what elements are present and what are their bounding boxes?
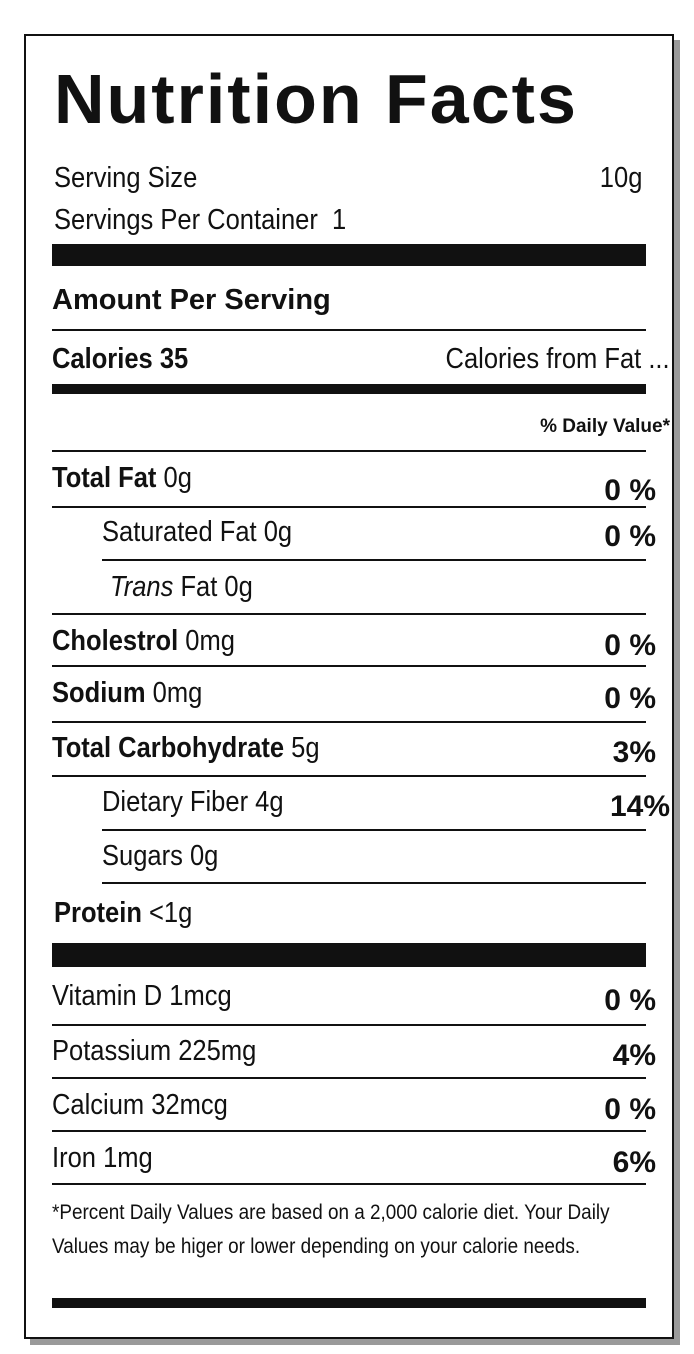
calcium: Calcium 32mcg [52, 1089, 228, 1121]
iron: Iron 1mg [52, 1142, 153, 1174]
nutrient-cholesterol: Cholestrol 0mg [52, 625, 235, 657]
calories-row: Calories 35 [52, 343, 189, 375]
divider [52, 1077, 646, 1079]
serving-size-value: 10g [599, 162, 642, 194]
dv-total-carbohydrate: 3% [612, 736, 656, 769]
potassium: Potassium 225mg [52, 1035, 257, 1067]
dv-cholesterol: 0 % [604, 629, 656, 662]
thick-divider [52, 244, 646, 266]
divider [52, 775, 646, 777]
dv-dietary-fiber: 14% [609, 790, 670, 823]
divider [102, 559, 646, 561]
nutrition-label: Nutrition Facts Serving Size 10g Serving… [24, 34, 674, 1339]
nutrient-dietary-fiber: Dietary Fiber 4g [102, 786, 284, 818]
divider [52, 613, 646, 615]
divider [52, 1024, 646, 1026]
divider [102, 882, 646, 884]
label-title: Nutrition Facts [54, 60, 578, 138]
nutrient-sodium: Sodium 0mg [52, 677, 203, 709]
medium-divider [52, 384, 646, 394]
divider [52, 1130, 646, 1132]
amount-per-serving: Amount Per Serving [52, 284, 331, 316]
divider [52, 721, 646, 723]
serving-size-label: Serving Size [54, 162, 198, 194]
nutrient-total-carbohydrate: Total Carbohydrate 5g [52, 732, 320, 764]
dv-vitamin-d: 0 % [604, 984, 656, 1017]
dv-total-fat: 0 % [604, 474, 656, 507]
footnote: *Percent Daily Values are based on a 2,0… [52, 1201, 610, 1258]
nutrient-saturated-fat: Saturated Fat 0g [102, 516, 293, 548]
divider [52, 329, 646, 331]
nutrient-sugars: Sugars 0g [102, 840, 219, 872]
nutrient-trans-fat: Trans Fat 0g [110, 571, 253, 603]
dv-sodium: 0 % [604, 682, 656, 715]
divider [52, 450, 646, 452]
divider [52, 506, 646, 508]
dv-calcium: 0 % [604, 1093, 656, 1126]
calories-from-fat: Calories from Fat ... [445, 343, 670, 375]
vitamin-d: Vitamin D 1mcg [52, 980, 232, 1012]
daily-value-header: % Daily Value* [540, 416, 670, 437]
dv-saturated-fat: 0 % [604, 520, 656, 553]
divider [52, 665, 646, 667]
thick-divider [52, 943, 646, 967]
divider [102, 829, 646, 831]
servings-per-container-label: Servings Per Container 1 [54, 204, 347, 236]
dv-iron: 6% [612, 1146, 656, 1179]
bottom-bar [52, 1298, 646, 1308]
nutrient-total-fat: Total Fat 0g [52, 462, 192, 494]
nutrient-protein: Protein <1g [54, 897, 193, 929]
divider [52, 1183, 646, 1185]
dv-potassium: 4% [612, 1039, 656, 1072]
